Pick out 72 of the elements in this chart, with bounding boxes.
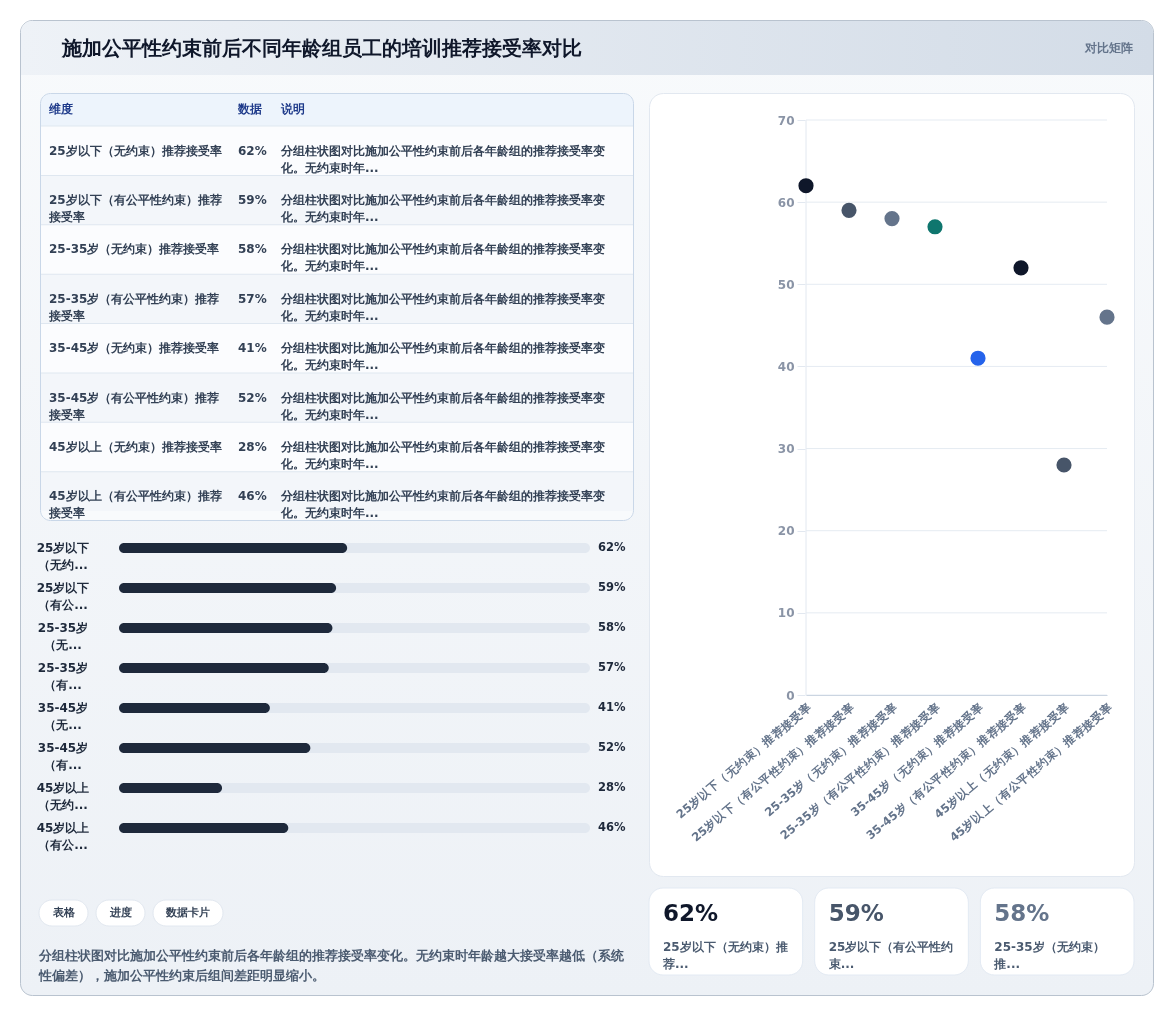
text: 59%: [828, 900, 884, 926]
data-label: 59%: [598, 580, 626, 594]
text: 分组柱状图对比施加公平性约束前后各年龄组的推荐接受率变化。无约束时年...: [280, 489, 605, 521]
y-tick-label: 35-45岁（无...: [37, 701, 89, 732]
y-tick-label: 25-35岁（有...: [37, 661, 89, 692]
text: 对比矩阵: [1084, 41, 1133, 55]
y-tick-label: 25岁以下（无约...: [36, 541, 90, 572]
text: 分组柱状图对比施加公平性约束前后各年龄组的推荐接受率变化。无约束时年...: [280, 143, 605, 175]
y-tick-label: 45岁以上（无约...: [36, 781, 90, 812]
bar: [119, 783, 223, 793]
text: 46%: [238, 489, 267, 504]
y-tick-label: 50: [777, 277, 795, 292]
point: [970, 350, 986, 366]
text: 58%: [238, 242, 267, 257]
text: 25-35岁（无约束）推荐接受率: [49, 242, 220, 257]
text: 分组柱状图对比施加公平性约束前后各年龄组的推荐接受率变化。无约束时年...: [280, 341, 605, 373]
text: 59%: [238, 193, 267, 208]
point: [1056, 457, 1072, 473]
text: 分组柱状图对比施加公平性约束前后各年龄组的推荐接受率变化。无约束时年...: [280, 291, 605, 323]
data-label: 58%: [598, 620, 626, 634]
text: 数据卡片: [165, 906, 210, 918]
text: 45岁以上（有公平性约束）推荐接受率: [48, 489, 222, 521]
y-tick-label: 20: [777, 524, 795, 539]
data-label: 62%: [598, 540, 626, 554]
text: 维度: [48, 101, 73, 116]
data-label: 28%: [598, 780, 626, 794]
text: 进度: [108, 906, 132, 918]
text: 分组柱状图对比施加公平性约束前后各年龄组的推荐接受率变化。无约束时年...: [280, 242, 605, 274]
text: 表格: [51, 906, 76, 918]
text: 35-45岁（有公平性约束）推荐接受率: [48, 390, 220, 422]
text: 25岁以下（有公平性约束）推荐接受率: [48, 193, 222, 225]
text: 62%: [238, 143, 267, 158]
y-tick-label: 35-45岁（有...: [37, 741, 89, 772]
point: [1099, 309, 1115, 325]
point: [841, 202, 857, 218]
text: 数据: [237, 101, 262, 116]
y-tick-label: 10: [777, 606, 795, 621]
text: 41%: [238, 341, 267, 356]
y-tick-label: 40: [777, 359, 795, 374]
text: 25岁以下（有公平性约束...: [827, 940, 954, 971]
y-tick-label: 25-35岁（无...: [37, 621, 89, 652]
y-tick-label: 0: [786, 688, 795, 703]
data-label: 46%: [598, 820, 626, 834]
text: 25-35岁（无约束）推...: [993, 940, 1105, 971]
point: [884, 211, 900, 227]
text: 28%: [238, 439, 267, 454]
text: 52%: [238, 390, 267, 405]
point: [798, 178, 814, 194]
text: 说明: [280, 101, 305, 116]
text: 施加公平性约束前后不同年龄组员工的培训推荐接受率对比: [61, 36, 582, 60]
text: 分组柱状图对比施加公平性约束前后各年龄组的推荐接受率变化。无约束时年龄越大接受率越低（系统性偏差），施加公平性约束后组间差距明显缩小。: [38, 948, 625, 983]
text: 分组柱状图对比施加公平性约束前后各年龄组的推荐接受率变化。无约束时年...: [280, 390, 605, 422]
text: 45岁以上（无约束）推荐接受率: [49, 439, 222, 454]
y-tick-label: 45岁以上（有公...: [36, 821, 90, 852]
point: [1013, 260, 1029, 276]
text: 25-35岁（有公平性约束）推荐接受率: [48, 291, 220, 323]
text: 分组柱状图对比施加公平性约束前后各年龄组的推荐接受率变化。无约束时年...: [280, 193, 605, 225]
point: [927, 219, 943, 235]
y-tick-label: 70: [777, 113, 795, 128]
data-label: 52%: [598, 740, 626, 754]
text: 分组柱状图对比施加公平性约束前后各年龄组的推荐接受率变化。无约束时年...: [280, 439, 605, 471]
data-label: 41%: [598, 700, 626, 714]
y-tick-label: 25岁以下（有公...: [36, 581, 90, 612]
text: 58%: [994, 900, 1050, 926]
text: 57%: [238, 291, 267, 306]
text: 25岁以下（无约束）推荐接受率: [49, 143, 222, 158]
y-tick-label: 30: [777, 442, 795, 457]
y-tick-label: 60: [777, 195, 795, 210]
text: 62%: [663, 900, 719, 926]
text: 25岁以下（无约束）推荐...: [662, 940, 788, 971]
text: 35-45岁（无约束）推荐接受率: [49, 341, 220, 356]
data-label: 57%: [598, 660, 626, 674]
